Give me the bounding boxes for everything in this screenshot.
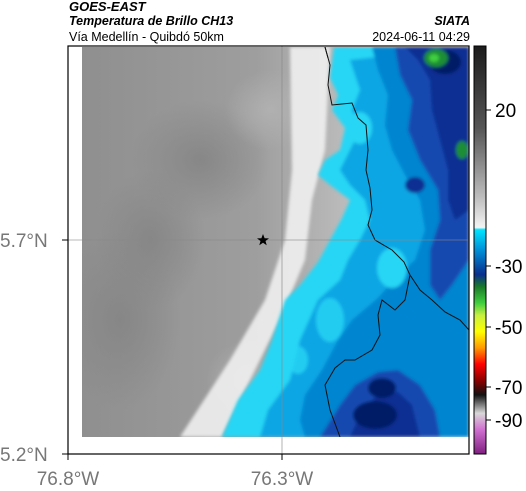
- organization-label: SIATA: [434, 14, 470, 28]
- colorbar-tick-label: 20: [495, 101, 516, 122]
- brightness-temperature-field: [82, 47, 469, 437]
- colorbar-tick-label: -30: [495, 257, 522, 278]
- colorbar: 20 -30 -50 -70 -90: [473, 45, 522, 455]
- location-star-marker: [257, 234, 269, 246]
- graticule: [68, 46, 469, 454]
- colorbar-tick-label: -70: [495, 378, 522, 399]
- map-title: GOES-EAST: [69, 0, 146, 14]
- map-border: [67, 45, 470, 455]
- lat-tick-label: 5.7°N: [0, 231, 48, 252]
- colorbar-tick-label: -90: [495, 411, 522, 432]
- region-label: Vía Medellín - Quibdó 50km: [69, 30, 224, 44]
- lon-tick-label: 76.3°W: [251, 469, 314, 490]
- map-subtitle: Temperatura de Brillo CH13: [69, 14, 234, 28]
- axis-ticks: [62, 239, 283, 460]
- lon-tick-label: 76.8°W: [37, 469, 100, 490]
- timestamp: 2024-06-11 04:29: [372, 30, 470, 44]
- coastline: [324, 47, 469, 437]
- lat-tick-label: 5.2°N: [0, 445, 48, 466]
- colorbar-tick-label: -50: [495, 318, 522, 339]
